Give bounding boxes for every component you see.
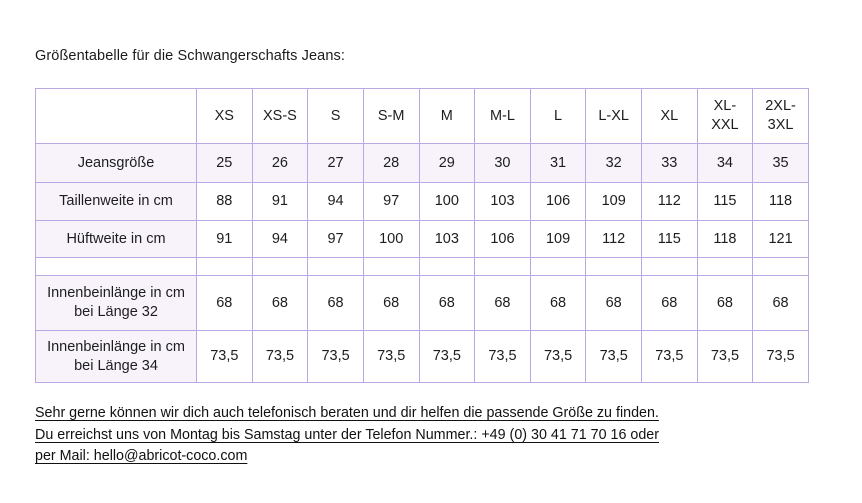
table-row: Innenbeinlänge in cm bei Länge 34 73,5 73,… [35, 330, 809, 383]
data-cell: 115 [641, 220, 698, 258]
data-cell: 112 [585, 220, 642, 258]
row-label: Taillenweite in cm [35, 182, 197, 221]
data-cell [641, 257, 698, 276]
data-cell: 73,5 [251, 330, 309, 383]
column-header: XL [641, 88, 698, 144]
data-cell [585, 257, 642, 276]
row-label: Hüftweite in cm [35, 220, 197, 258]
data-cell: 31 [529, 143, 587, 183]
data-cell: 25 [196, 143, 253, 183]
data-cell: 33 [641, 143, 698, 183]
spacer-row [35, 257, 809, 276]
data-cell [362, 257, 420, 276]
data-cell [696, 257, 754, 276]
data-cell [474, 257, 531, 276]
data-cell: 68 [307, 275, 364, 331]
column-header: L-XL [585, 88, 642, 144]
data-cell: 73,5 [196, 330, 253, 383]
data-cell: 68 [529, 275, 587, 331]
table-row: Innenbeinlänge in cm bei Länge 32 68 68 68 6… [35, 275, 809, 331]
column-header: XS [196, 88, 253, 144]
data-cell [529, 257, 587, 276]
column-header: S-M [362, 88, 420, 144]
contact-note-line-2: Du erreichst uns von Montag bis Samstag … [35, 426, 659, 443]
data-cell: 109 [585, 182, 642, 221]
column-header: S [307, 88, 364, 144]
data-cell [196, 257, 253, 276]
data-cell: 73,5 [307, 330, 364, 383]
data-cell: 97 [307, 220, 364, 258]
data-cell: 73,5 [418, 330, 476, 383]
data-cell: 68 [251, 275, 309, 331]
row-label: Innenbeinlänge in cm bei Länge 34 [35, 330, 197, 383]
data-cell: 73,5 [696, 330, 754, 383]
table-row: Jeansgröße 25 26 27 28 29 30 31 32 33 34 35 [35, 143, 809, 183]
data-cell: 94 [251, 220, 309, 258]
data-cell: 30 [474, 143, 531, 183]
data-cell: 68 [696, 275, 754, 331]
data-cell: 100 [362, 220, 420, 258]
data-cell: 103 [474, 182, 531, 221]
column-header: M-L [474, 88, 531, 144]
row-label: Jeansgröße [35, 143, 197, 183]
data-cell [752, 257, 809, 276]
data-cell: 73,5 [362, 330, 420, 383]
data-cell [418, 257, 476, 276]
data-cell: 91 [251, 182, 309, 221]
data-cell: 94 [307, 182, 364, 221]
size-table: XS XS-S S S-M M M-L L L-XL XL XL-XXL 2XL-3XL Jeans… [35, 88, 809, 383]
data-cell: 68 [641, 275, 698, 331]
data-cell: 68 [752, 275, 809, 331]
data-cell: 109 [529, 220, 587, 258]
data-cell: 68 [474, 275, 531, 331]
row-label [35, 257, 197, 276]
data-cell: 68 [418, 275, 476, 331]
data-cell: 106 [474, 220, 531, 258]
data-cell: 73,5 [474, 330, 531, 383]
data-cell: 28 [362, 143, 420, 183]
data-cell: 34 [696, 143, 754, 183]
data-cell: 91 [196, 220, 253, 258]
data-cell: 115 [696, 182, 754, 221]
column-header: M [418, 88, 476, 144]
data-cell [307, 257, 364, 276]
data-cell: 73,5 [529, 330, 587, 383]
data-cell: 73,5 [585, 330, 642, 383]
column-header: XL-XXL [696, 88, 754, 144]
data-cell: 88 [196, 182, 253, 221]
table-row: Hüftweite in cm 91 94 97 100 103 106 109 112 115 1… [35, 220, 809, 258]
data-cell: 35 [752, 143, 809, 183]
table-row: Taillenweite in cm 88 91 94 97 100 103 106 109 11… [35, 182, 809, 221]
data-cell: 73,5 [752, 330, 809, 383]
data-cell: 68 [362, 275, 420, 331]
contact-note-line-1: Sehr gerne können wir dich auch telefoni… [35, 405, 659, 421]
data-cell: 100 [418, 182, 476, 221]
data-cell: 118 [696, 220, 754, 258]
data-cell: 26 [251, 143, 309, 183]
contact-note-line-3: per Mail: hello@abricot-coco.com [35, 448, 248, 465]
data-cell: 32 [585, 143, 642, 183]
column-header: L [529, 88, 587, 144]
data-cell: 118 [752, 182, 809, 221]
column-header: XS-S [251, 88, 309, 144]
page-title: Größentabelle für die Schwangerschafts J… [35, 48, 345, 64]
data-cell [251, 257, 309, 276]
contact-note: Sehr gerne können wir dich auch telefoni… [35, 403, 659, 468]
data-cell: 106 [529, 182, 587, 221]
data-cell: 97 [362, 182, 420, 221]
column-header: 2XL-3XL [752, 88, 809, 144]
data-cell: 27 [307, 143, 364, 183]
data-cell: 112 [641, 182, 698, 221]
data-cell: 121 [752, 220, 809, 258]
corner-cell [35, 88, 197, 144]
data-cell: 103 [418, 220, 476, 258]
row-label: Innenbeinlänge in cm bei Länge 32 [35, 275, 197, 331]
data-cell: 68 [585, 275, 642, 331]
size-table-header-row: XS XS-S S S-M M M-L L L-XL XL XL-XXL 2XL-3XL [35, 88, 809, 144]
data-cell: 68 [196, 275, 253, 331]
data-cell: 29 [418, 143, 476, 183]
data-cell: 73,5 [641, 330, 698, 383]
